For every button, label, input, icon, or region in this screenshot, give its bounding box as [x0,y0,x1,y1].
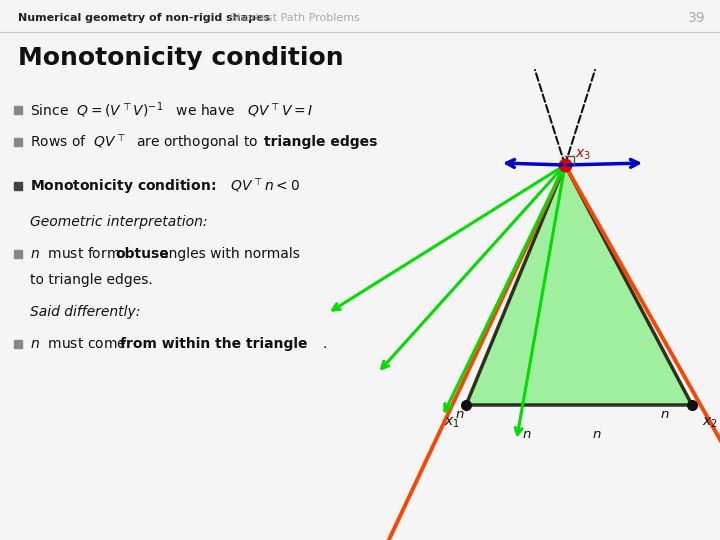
Text: $x_3$: $x_3$ [575,148,591,162]
Polygon shape [466,165,692,405]
Text: Monotonicity condition:   $QV^{\top}n < 0$: Monotonicity condition: $QV^{\top}n < 0$ [30,176,300,196]
Text: Monotonicity condition: Monotonicity condition [18,46,343,70]
Text: Since  $Q = (V^{\top}V)^{-1}$   we have   $QV^{\top}V = I$: Since $Q = (V^{\top}V)^{-1}$ we have $QV… [30,100,314,120]
Text: Numerical geometry of non-rigid shapes: Numerical geometry of non-rigid shapes [18,13,270,23]
Text: angles with normals: angles with normals [160,247,300,261]
Text: $n$: $n$ [455,408,464,422]
Text: .: . [323,337,328,351]
Text: triangle edges: triangle edges [264,135,377,149]
Text: obtuse: obtuse [115,247,168,261]
Text: $n$  must come: $n$ must come [30,337,127,351]
Text: $n$: $n$ [593,429,602,442]
Text: Rows of  $QV^{\top}$  are orthogonal to: Rows of $QV^{\top}$ are orthogonal to [30,132,259,152]
Text: from within the triangle: from within the triangle [120,337,307,351]
Text: Shortest Path Problems: Shortest Path Problems [230,13,360,23]
Text: $n$  must form: $n$ must form [30,246,122,261]
Text: $n$: $n$ [660,408,670,422]
Text: Geometric interpretation:: Geometric interpretation: [30,215,207,229]
Text: $x_1$: $x_1$ [444,416,460,430]
Text: $x_2$: $x_2$ [702,416,718,430]
Text: to triangle edges.: to triangle edges. [30,273,153,287]
Text: 39: 39 [688,11,706,25]
Text: Said differently:: Said differently: [30,305,140,319]
Text: $n$: $n$ [522,429,532,442]
